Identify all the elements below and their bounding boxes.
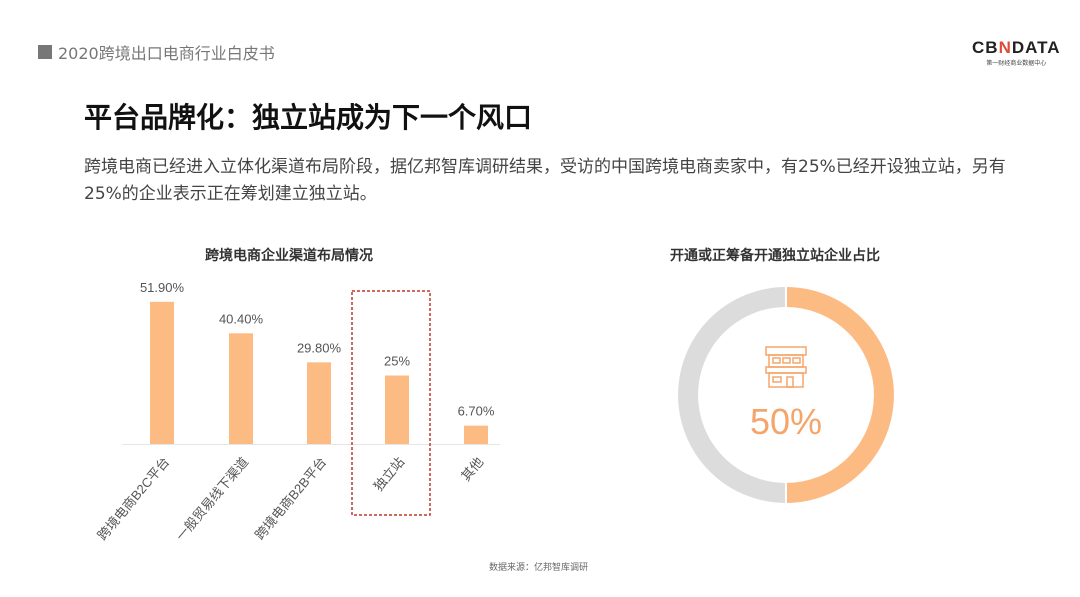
data-label: 40.40% [219, 311, 264, 326]
data-label: 29.80% [297, 340, 342, 355]
bar [307, 362, 331, 444]
cbndata-logo: CBNDATA 第一财经商业数据中心 [972, 38, 1061, 67]
data-label: 6.70% [458, 404, 495, 419]
donut-slice [785, 287, 894, 503]
bar [150, 301, 174, 444]
category-label: 跨境电商B2C平台 [94, 454, 172, 543]
logo-subtitle: 第一财经商业数据中心 [986, 60, 1047, 67]
donut-slice [678, 287, 787, 503]
header-square-icon [38, 45, 52, 59]
category-label: 跨境电商B2B平台 [252, 454, 329, 542]
highlight-box [351, 290, 431, 516]
bar-chart-title: 跨境电商企业渠道布局情况 [205, 248, 373, 264]
category-label: 其他 [458, 454, 486, 484]
description: 跨境电商已经进入立体化渠道布局阶段，据亿邦智库调研结果，受访的中国跨境电商卖家中… [84, 157, 1006, 204]
page-title: 平台品牌化：独立站成为下一个风口 [84, 101, 533, 134]
category-label: 一般贸易线下渠道 [173, 454, 251, 543]
category-label: 独立站 [371, 454, 408, 494]
bar [464, 425, 488, 444]
data-label: 25% [384, 354, 410, 369]
bar [229, 333, 253, 444]
donut-center-label: 50% [750, 401, 822, 442]
storefront-icon [765, 346, 807, 388]
bar [385, 375, 409, 444]
data-label: 51.90% [140, 280, 185, 295]
data-source: 数据来源：亿邦智库调研 [489, 563, 589, 573]
report-name: 2020跨境出口电商行业白皮书 [58, 44, 275, 63]
donut-chart-title: 开通或正筹备开通独立站企业占比 [670, 248, 880, 264]
report-header: 2020跨境出口电商行业白皮书 [38, 40, 275, 64]
